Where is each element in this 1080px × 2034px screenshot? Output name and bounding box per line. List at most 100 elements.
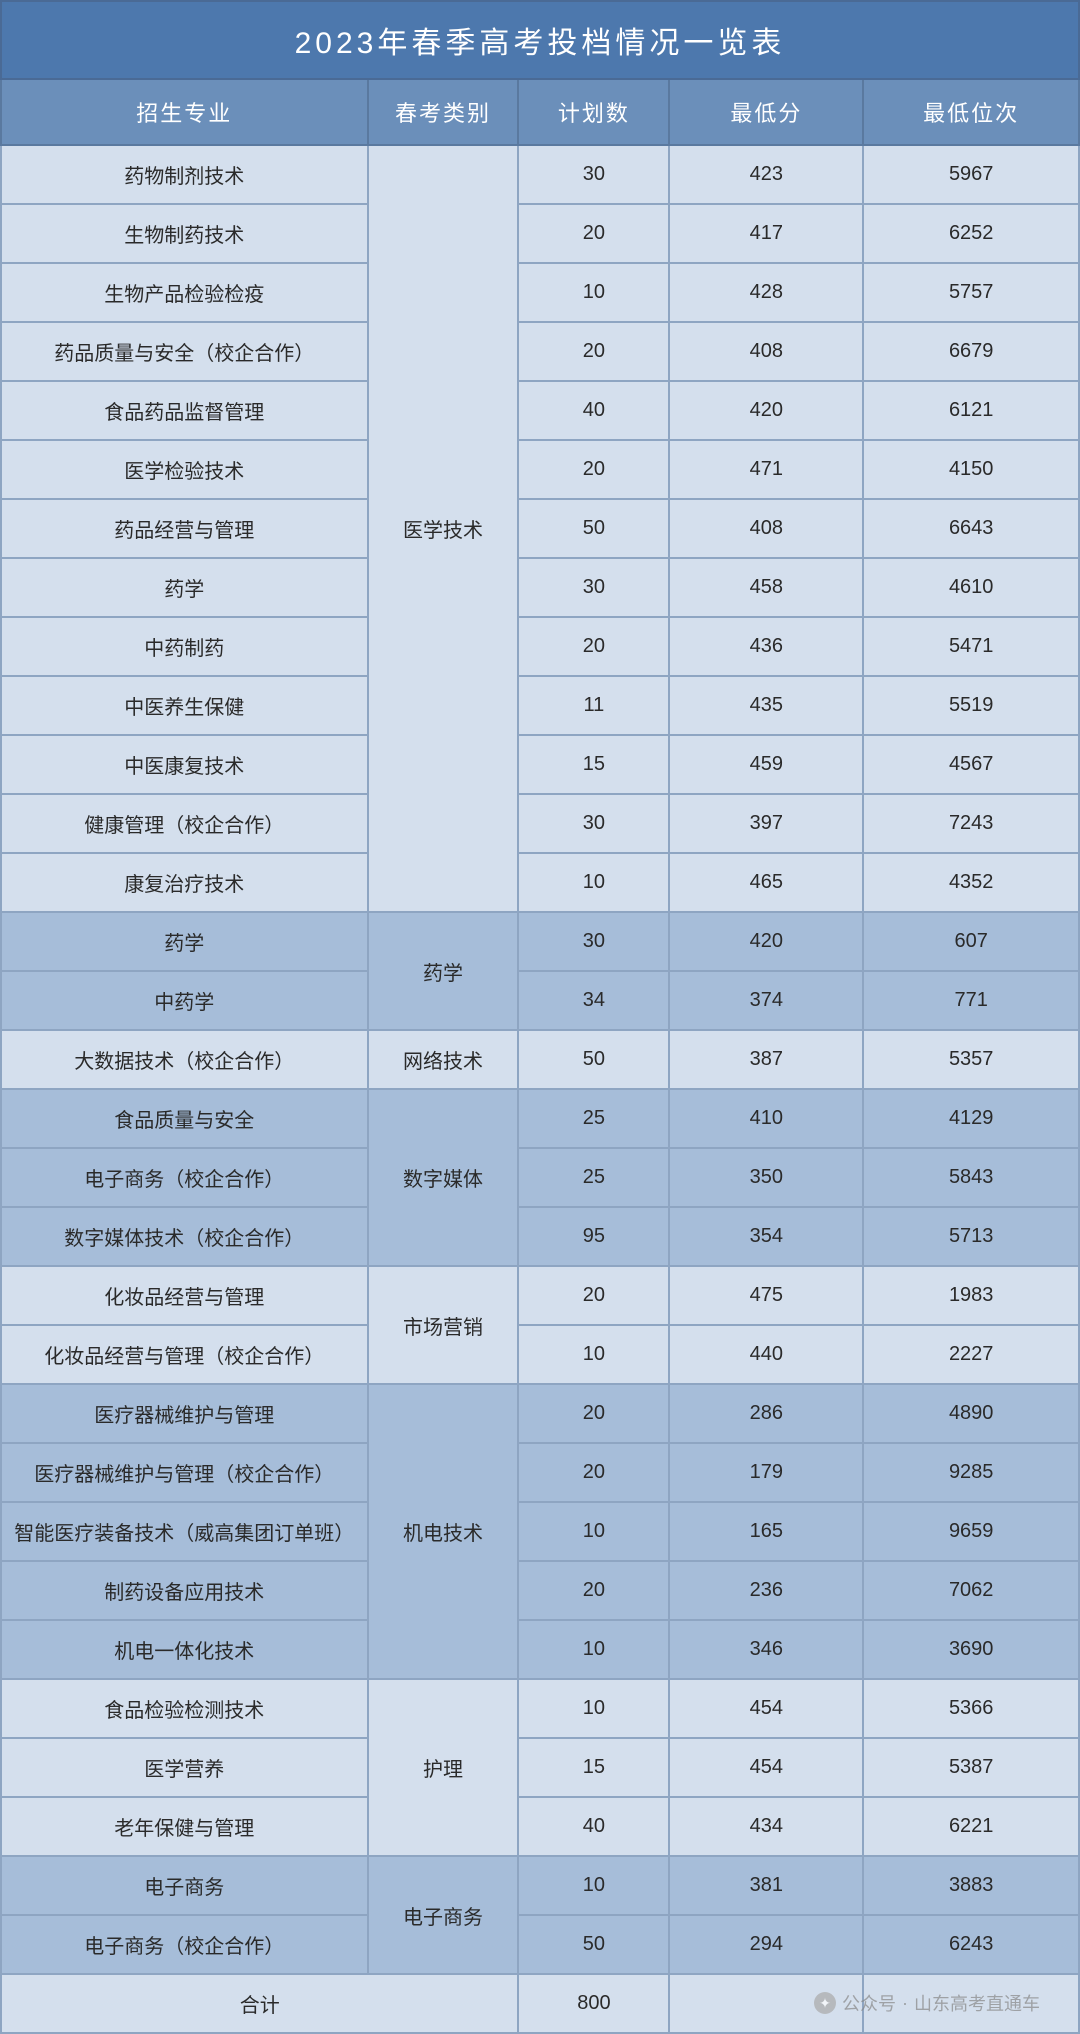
table-row: 中药制药204365471 <box>1 617 1079 676</box>
cell-plan: 30 <box>518 794 669 853</box>
cell-major: 食品检验检测技术 <box>1 1679 368 1738</box>
table-row: 医学营养154545387 <box>1 1738 1079 1797</box>
cell-rank: 9659 <box>863 1502 1079 1561</box>
cell-major: 食品药品监督管理 <box>1 381 368 440</box>
cell-rank: 5967 <box>863 145 1079 204</box>
cell-score: 420 <box>669 912 863 971</box>
cell-major: 电子商务（校企合作） <box>1 1148 368 1207</box>
header-category: 春考类别 <box>368 79 519 145</box>
table-row: 电子商务电子商务103813883 <box>1 1856 1079 1915</box>
cell-major: 大数据技术（校企合作） <box>1 1030 368 1089</box>
cell-plan: 20 <box>518 1443 669 1502</box>
watermark: ✦ 公众号 · 山东高考直通车 <box>814 1990 1040 2016</box>
cell-plan: 40 <box>518 381 669 440</box>
title-row: 2023年春季高考投档情况一览表 <box>1 1 1079 79</box>
cell-rank: 5843 <box>863 1148 1079 1207</box>
cell-rank: 5471 <box>863 617 1079 676</box>
cell-rank: 5519 <box>863 676 1079 735</box>
cell-category: 药学 <box>368 912 519 1030</box>
table-row: 制药设备应用技术202367062 <box>1 1561 1079 1620</box>
cell-major: 电子商务（校企合作） <box>1 1915 368 1974</box>
cell-plan: 10 <box>518 1679 669 1738</box>
table-row: 智能医疗装备技术（威高集团订单班）101659659 <box>1 1502 1079 1561</box>
cell-score: 354 <box>669 1207 863 1266</box>
cell-score: 454 <box>669 1738 863 1797</box>
cell-score: 408 <box>669 322 863 381</box>
cell-score: 454 <box>669 1679 863 1738</box>
cell-major: 中医康复技术 <box>1 735 368 794</box>
cell-category: 网络技术 <box>368 1030 519 1089</box>
table-row: 电子商务（校企合作）502946243 <box>1 1915 1079 1974</box>
cell-rank: 607 <box>863 912 1079 971</box>
cell-rank: 6221 <box>863 1797 1079 1856</box>
cell-category: 市场营销 <box>368 1266 519 1384</box>
cell-plan: 20 <box>518 204 669 263</box>
cell-score: 423 <box>669 145 863 204</box>
cell-plan: 25 <box>518 1089 669 1148</box>
table-row: 医疗器械维护与管理（校企合作）201799285 <box>1 1443 1079 1502</box>
cell-plan: 25 <box>518 1148 669 1207</box>
table-row: 中药学34374771 <box>1 971 1079 1030</box>
cell-plan: 40 <box>518 1797 669 1856</box>
cell-rank: 4567 <box>863 735 1079 794</box>
cell-rank: 5387 <box>863 1738 1079 1797</box>
cell-score: 471 <box>669 440 863 499</box>
cell-score: 459 <box>669 735 863 794</box>
cell-score: 420 <box>669 381 863 440</box>
cell-rank: 3883 <box>863 1856 1079 1915</box>
cell-plan: 20 <box>518 1266 669 1325</box>
cell-plan: 20 <box>518 440 669 499</box>
table-row: 生物产品检验检疫104285757 <box>1 263 1079 322</box>
header-row: 招生专业 春考类别 计划数 最低分 最低位次 <box>1 79 1079 145</box>
cell-major: 生物产品检验检疫 <box>1 263 368 322</box>
cell-rank: 7062 <box>863 1561 1079 1620</box>
table-row: 医学检验技术204714150 <box>1 440 1079 499</box>
watermark-sep: · <box>902 1993 908 2014</box>
cell-rank: 6243 <box>863 1915 1079 1974</box>
cell-plan: 50 <box>518 1030 669 1089</box>
cell-score: 381 <box>669 1856 863 1915</box>
cell-score: 179 <box>669 1443 863 1502</box>
cell-plan: 30 <box>518 912 669 971</box>
cell-plan: 10 <box>518 1620 669 1679</box>
cell-score: 434 <box>669 1797 863 1856</box>
cell-rank: 7243 <box>863 794 1079 853</box>
cell-major: 药品经营与管理 <box>1 499 368 558</box>
cell-category: 机电技术 <box>368 1384 519 1679</box>
cell-score: 397 <box>669 794 863 853</box>
cell-major: 食品质量与安全 <box>1 1089 368 1148</box>
table-row: 食品药品监督管理 404206121 <box>1 381 1079 440</box>
cell-rank: 4610 <box>863 558 1079 617</box>
cell-plan: 20 <box>518 1561 669 1620</box>
table-row: 中医康复技术 154594567 <box>1 735 1079 794</box>
cell-plan: 15 <box>518 1738 669 1797</box>
table-row: 药物制剂技术医学技术304235967 <box>1 145 1079 204</box>
cell-plan: 10 <box>518 1856 669 1915</box>
cell-rank: 5366 <box>863 1679 1079 1738</box>
table-row: 药品经营与管理504086643 <box>1 499 1079 558</box>
table-row: 化妆品经营与管理（校企合作）104402227 <box>1 1325 1079 1384</box>
cell-score: 440 <box>669 1325 863 1384</box>
table-container: 2023年春季高考投档情况一览表 招生专业 春考类别 计划数 最低分 最低位次 … <box>0 0 1080 2034</box>
cell-major: 电子商务 <box>1 1856 368 1915</box>
cell-score: 165 <box>669 1502 863 1561</box>
cell-rank: 5713 <box>863 1207 1079 1266</box>
header-score: 最低分 <box>669 79 863 145</box>
cell-score: 374 <box>669 971 863 1030</box>
table-row: 医疗器械维护与管理机电技术202864890 <box>1 1384 1079 1443</box>
cell-major: 化妆品经营与管理（校企合作） <box>1 1325 368 1384</box>
table-row: 老年保健与管理404346221 <box>1 1797 1079 1856</box>
cell-major: 数字媒体技术（校企合作） <box>1 1207 368 1266</box>
cell-plan: 15 <box>518 735 669 794</box>
cell-major: 中药制药 <box>1 617 368 676</box>
table-row: 中医养生保健114355519 <box>1 676 1079 735</box>
cell-rank: 6121 <box>863 381 1079 440</box>
cell-rank: 5357 <box>863 1030 1079 1089</box>
cell-category: 医学技术 <box>368 145 519 912</box>
cell-rank: 2227 <box>863 1325 1079 1384</box>
cell-score: 417 <box>669 204 863 263</box>
cell-major: 康复治疗技术 <box>1 853 368 912</box>
cell-major: 药品质量与安全（校企合作） <box>1 322 368 381</box>
cell-rank: 4150 <box>863 440 1079 499</box>
table-row: 生物制药技术204176252 <box>1 204 1079 263</box>
